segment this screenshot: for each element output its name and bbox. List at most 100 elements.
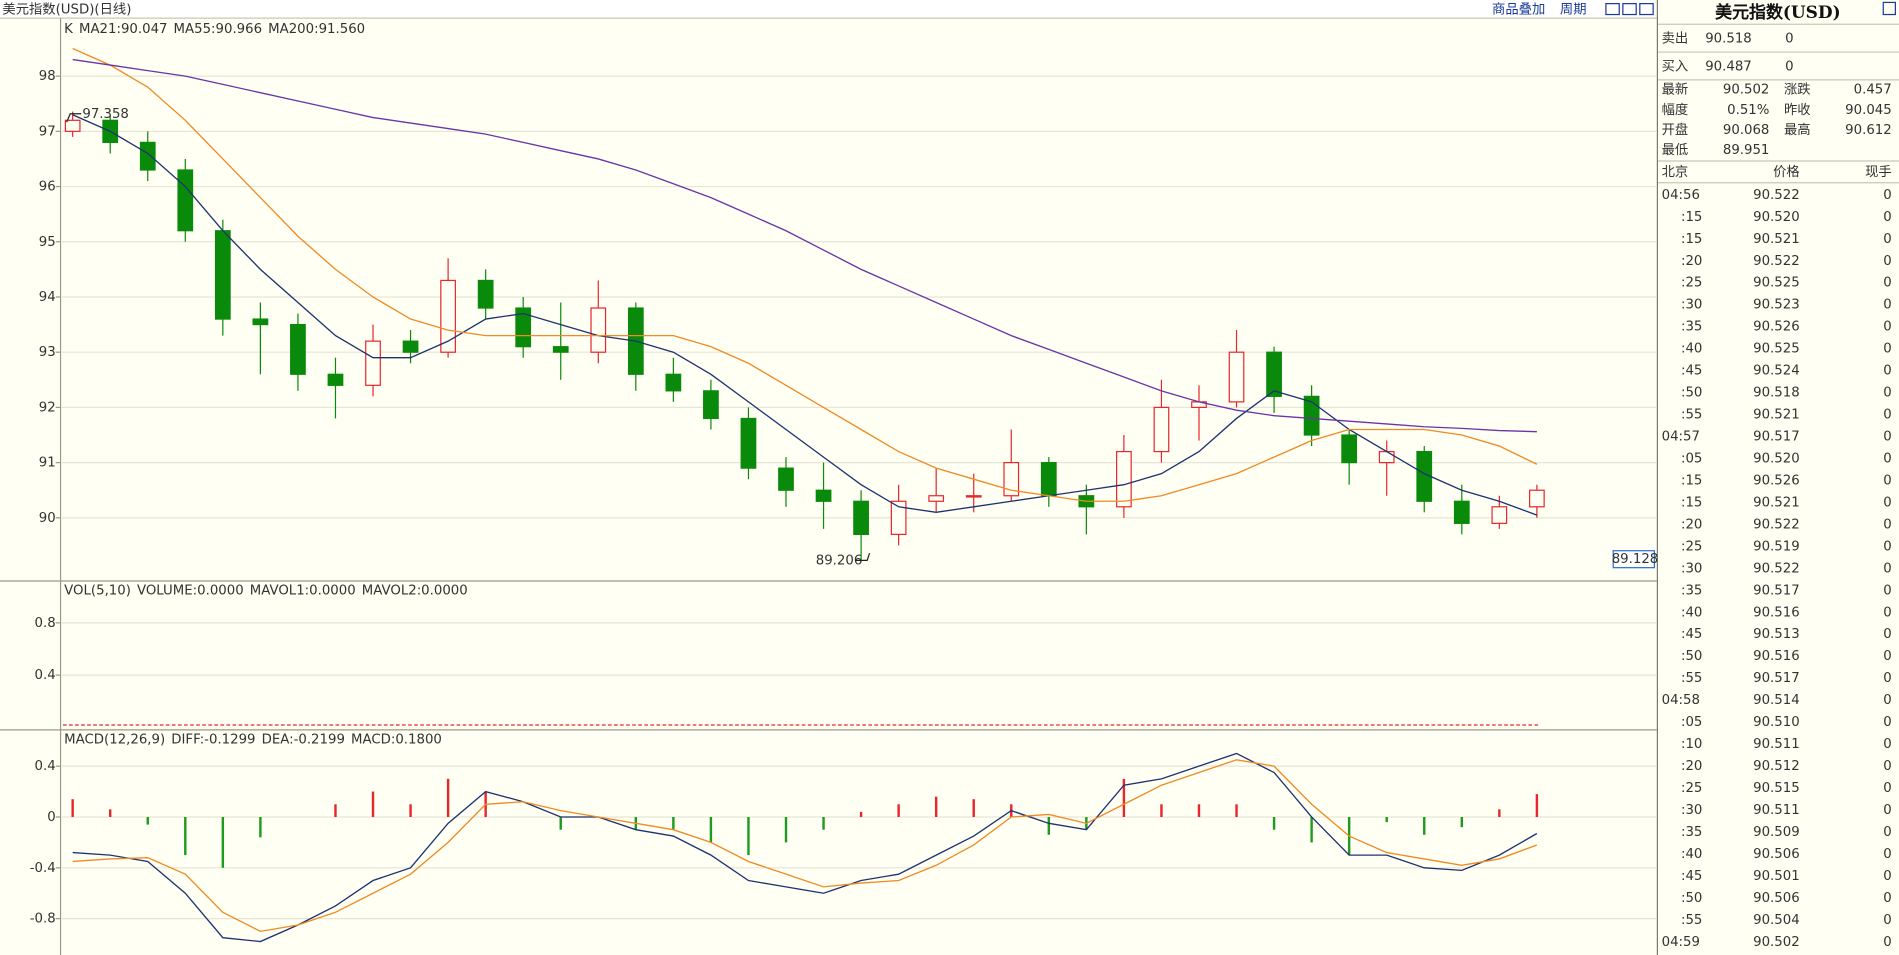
candle-body <box>1228 351 1245 403</box>
overlay-button[interactable]: 商品叠加 <box>1492 2 1545 18</box>
tick-price: 90.520 <box>1753 210 1800 225</box>
tick-price: 90.525 <box>1753 276 1800 291</box>
tick-volume: 0 <box>1883 649 1891 664</box>
candle-body <box>1153 406 1170 453</box>
annotation-pointer <box>66 113 82 123</box>
stat-value: 90.502 <box>1723 83 1770 98</box>
tick-price: 90.522 <box>1753 188 1800 203</box>
tick-time: 04:59 <box>1662 935 1700 950</box>
tick-volume: 0 <box>1883 539 1891 554</box>
tick-time: :35 <box>1681 583 1702 598</box>
tick-time: :15 <box>1681 210 1702 225</box>
period-button[interactable]: 周期 <box>1560 2 1587 18</box>
y-tick-label: 94 <box>39 290 56 305</box>
button[interactable] <box>1639 3 1654 16</box>
tick-volume: 0 <box>1883 913 1891 928</box>
tick-volume: 0 <box>1883 408 1891 423</box>
legend-entry: DEA:-0.2199 <box>262 733 345 748</box>
candle-body <box>590 307 607 353</box>
tick-volume: 0 <box>1883 583 1891 598</box>
quote-label: 卖出 <box>1662 31 1689 47</box>
candle-body <box>477 279 494 309</box>
tick-volume: 0 <box>1883 715 1891 730</box>
tick-volume: 0 <box>1883 342 1891 357</box>
tick-time: :20 <box>1681 759 1702 774</box>
tick-volume: 0 <box>1883 605 1891 620</box>
tick-volume: 0 <box>1883 232 1891 247</box>
tick-time: :30 <box>1681 803 1702 818</box>
tick-volume: 0 <box>1883 430 1891 445</box>
stat-value: 0.457 <box>1854 83 1892 98</box>
tick-price: 90.510 <box>1753 715 1800 730</box>
tick-time: :35 <box>1681 825 1702 840</box>
candle-body <box>290 323 306 375</box>
tick-volume: 0 <box>1883 759 1891 774</box>
y-tick-label: 93 <box>39 345 56 360</box>
candle-body <box>440 279 456 353</box>
tick-time: :15 <box>1681 232 1702 247</box>
tick-time: 04:56 <box>1662 188 1700 203</box>
tick-time: :40 <box>1681 342 1702 357</box>
candle-body <box>1378 450 1395 464</box>
tick-volume: 0 <box>1883 737 1891 752</box>
tick-volume: 0 <box>1883 891 1891 906</box>
tick-price: 90.506 <box>1753 891 1800 906</box>
window-buttons <box>1605 3 1654 16</box>
header-bar <box>0 0 1657 19</box>
legend-entry: VOLUME:0.0000 <box>137 584 244 599</box>
candle-body <box>64 119 81 132</box>
tick-time: :50 <box>1681 386 1702 401</box>
ma-line <box>72 47 1538 502</box>
legend-entry: MAVOL2:0.0000 <box>362 584 468 599</box>
tick-price: 90.519 <box>1753 539 1800 554</box>
quote-price: 90.487 <box>1705 60 1752 75</box>
annotation: 89.206 <box>816 553 863 568</box>
tick-volume: 0 <box>1883 935 1891 950</box>
close-button[interactable] <box>1882 1 1896 16</box>
tick-price: 90.504 <box>1753 913 1800 928</box>
candle-body <box>214 230 231 320</box>
column-header: 价格 <box>1773 164 1800 180</box>
tick-price: 90.513 <box>1753 627 1800 642</box>
stat-value: 90.045 <box>1845 103 1892 118</box>
candle-body <box>703 390 719 420</box>
tick-price: 90.501 <box>1753 869 1800 884</box>
y-tick-label: -0.4 <box>30 861 56 876</box>
tick-volume: 0 <box>1883 320 1891 335</box>
tick-volume: 0 <box>1883 473 1891 488</box>
tick-volume: 0 <box>1883 803 1891 818</box>
tick-volume: 0 <box>1883 298 1891 313</box>
macd-line <box>72 759 1538 933</box>
candle-body <box>139 141 156 171</box>
legend-entry: DIFF:-0.1299 <box>171 733 255 748</box>
candle-body <box>552 346 569 353</box>
candle-body <box>1116 450 1132 508</box>
tick-volume: 0 <box>1883 627 1891 642</box>
tick-price: 90.521 <box>1753 495 1800 510</box>
tick-time: :40 <box>1681 605 1702 620</box>
tick-volume: 0 <box>1883 386 1891 401</box>
tick-volume: 0 <box>1883 451 1891 466</box>
tick-volume: 0 <box>1883 276 1891 291</box>
tick-time: :15 <box>1681 473 1702 488</box>
tick-time: :25 <box>1681 276 1702 291</box>
tick-volume: 0 <box>1883 561 1891 576</box>
tick-time: :20 <box>1681 517 1702 532</box>
tick-time: :40 <box>1681 847 1702 862</box>
stat-label: 涨跌 <box>1784 82 1811 98</box>
button[interactable] <box>1605 3 1620 16</box>
button[interactable] <box>1622 3 1637 16</box>
candle-body <box>1491 506 1508 524</box>
tick-time: :25 <box>1681 539 1702 554</box>
tick-time: :45 <box>1681 627 1702 642</box>
tick-time: :45 <box>1681 364 1702 379</box>
tick-time: :25 <box>1681 781 1702 796</box>
legend-entry: MA55:90.966 <box>174 22 263 37</box>
y-tick-label: 90 <box>39 511 56 526</box>
candle-body <box>1529 489 1545 508</box>
candle-body <box>853 500 869 536</box>
candle-body <box>1341 434 1358 464</box>
legend-entry: MACD:0.1800 <box>351 733 442 748</box>
stat-label: 幅度 <box>1662 102 1689 118</box>
